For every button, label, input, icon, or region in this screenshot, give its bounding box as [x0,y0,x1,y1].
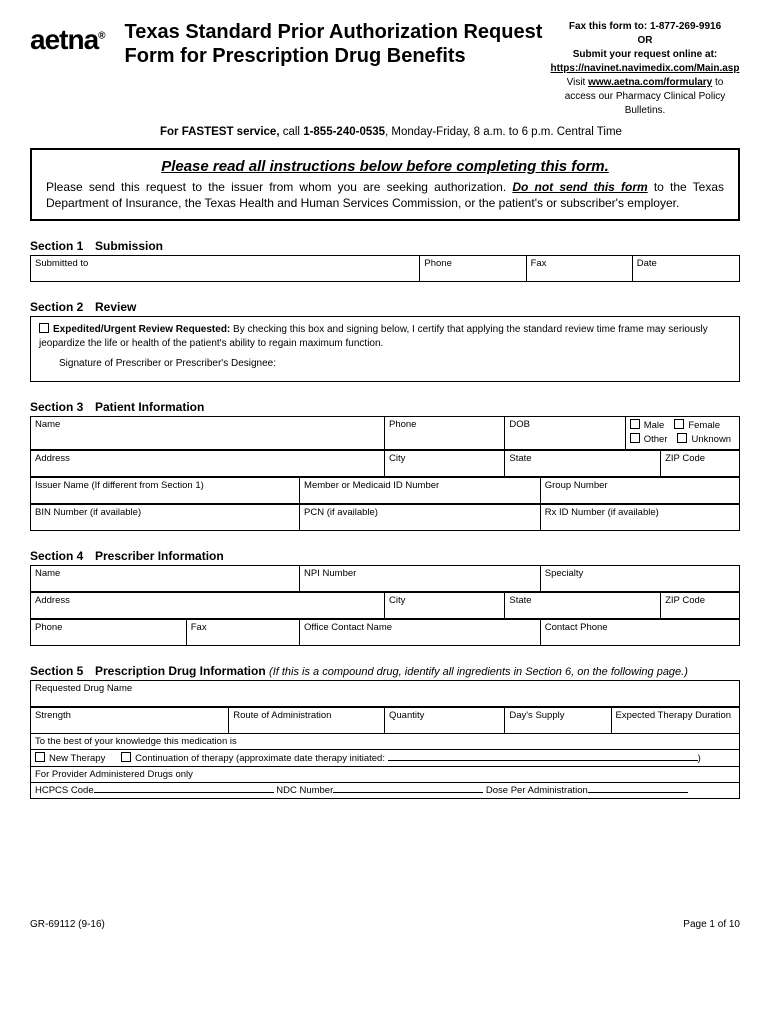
section3-row3: Issuer Name (If different from Section 1… [30,478,740,505]
contact-info: Fax this form to: 1-877-269-9916 OR Subm… [550,20,740,118]
instruction-body: Please send this request to the issuer f… [46,179,724,211]
field-npi[interactable]: NPI Number [300,566,541,592]
field-prescriber-zip[interactable]: ZIP Code [661,593,739,619]
field-prescriber-address[interactable]: Address [31,593,385,619]
section3-header: Section 3Patient Information [30,400,740,417]
section5-row2: Strength Route of Administration Quantit… [30,708,740,734]
form-title: Texas Standard Prior Authorization Reque… [125,20,550,68]
dose-field[interactable] [588,792,688,793]
section5-extra: To the best of your knowledge this medic… [30,734,740,799]
therapy-date-field[interactable] [388,760,698,761]
section3-row4: BIN Number (if available) PCN (if availa… [30,505,740,531]
knowledge-label: To the best of your knowledge this medic… [31,734,739,750]
field-patient-address[interactable]: Address [31,451,385,477]
field-date[interactable]: Date [633,256,739,281]
chk-new-therapy[interactable] [35,752,45,762]
chk-male[interactable] [630,419,640,429]
section4-row1: Name NPI Number Specialty [30,566,740,593]
page-number: Page 1 of 10 [683,919,740,930]
instruction-box: Please read all instructions below befor… [30,148,740,221]
field-prescriber-state[interactable]: State [505,593,661,619]
therapy-options: New Therapy Continuation of therapy (app… [31,750,739,767]
instruction-headline: Please read all instructions below befor… [46,158,724,175]
section5-header: Section 5Prescription Drug Information (… [30,664,740,681]
ndc-field[interactable] [333,792,483,793]
section5-row1: Requested Drug Name [30,681,740,708]
field-patient-phone[interactable]: Phone [385,417,505,450]
field-issuer[interactable]: Issuer Name (If different from Section 1… [31,478,300,504]
section3-row2: Address City State ZIP Code [30,451,740,478]
submit-url[interactable]: https://navinet.navimedix.com/Main.asp [551,63,740,74]
field-gender: MaleFemale OtherUnknown [626,417,739,450]
field-patient-state[interactable]: State [505,451,661,477]
field-duration[interactable]: Expected Therapy Duration [612,708,739,733]
field-fax[interactable]: Fax [527,256,633,281]
logo: aetna® [30,24,105,56]
hcpcs-field[interactable] [94,792,274,793]
field-phone[interactable]: Phone [420,256,526,281]
service-line: For FASTEST service, call 1-855-240-0535… [160,126,740,138]
expedited-checkbox[interactable] [39,323,49,333]
section2-box: Expedited/Urgent Review Requested: By ch… [30,317,740,382]
provider-admin-label: For Provider Administered Drugs only [31,767,739,783]
section1-grid: Submitted to Phone Fax Date [30,256,740,282]
field-group[interactable]: Group Number [541,478,739,504]
field-contact-name[interactable]: Office Contact Name [300,620,541,645]
field-drug-name[interactable]: Requested Drug Name [31,681,739,707]
header: aetna® Texas Standard Prior Authorizatio… [30,20,740,118]
field-pcn[interactable]: PCN (if available) [300,505,541,530]
form-number: GR-69112 (9-16) [30,919,105,930]
chk-unknown[interactable] [677,433,687,443]
field-strength[interactable]: Strength [31,708,229,733]
section2-header: Section 2Review [30,300,740,317]
field-days-supply[interactable]: Day's Supply [505,708,611,733]
field-submitted-to[interactable]: Submitted to [31,256,420,281]
field-rxid[interactable]: Rx ID Number (if available) [541,505,739,530]
field-prescriber-name[interactable]: Name [31,566,300,592]
field-route[interactable]: Route of Administration [229,708,385,733]
field-prescriber-phone[interactable]: Phone [31,620,187,645]
field-patient-city[interactable]: City [385,451,505,477]
field-member-id[interactable]: Member or Medicaid ID Number [300,478,541,504]
formulary-url[interactable]: www.aetna.com/formulary [588,77,712,88]
field-patient-zip[interactable]: ZIP Code [661,451,739,477]
title-block: Texas Standard Prior Authorization Reque… [125,20,550,68]
section4-row3: Phone Fax Office Contact Name Contact Ph… [30,620,740,646]
field-bin[interactable]: BIN Number (if available) [31,505,300,530]
field-patient-dob[interactable]: DOB [505,417,625,450]
field-contact-phone[interactable]: Contact Phone [541,620,739,645]
field-patient-name[interactable]: Name [31,417,385,450]
section3-row1: Name Phone DOB MaleFemale OtherUnknown [30,417,740,451]
chk-female[interactable] [674,419,684,429]
chk-continuation[interactable] [121,752,131,762]
section1-header: Section 1Submission [30,239,740,256]
field-quantity[interactable]: Quantity [385,708,505,733]
section4-header: Section 4Prescriber Information [30,549,740,566]
field-specialty[interactable]: Specialty [541,566,739,592]
field-prescriber-city[interactable]: City [385,593,505,619]
codes-row: HCPCS Code NDC Number Dose Per Administr… [31,783,739,798]
signature-line[interactable]: Signature of Prescriber or Prescriber's … [59,357,731,371]
chk-other[interactable] [630,433,640,443]
footer: GR-69112 (9-16) Page 1 of 10 [30,919,740,930]
section4-row2: Address City State ZIP Code [30,593,740,620]
field-prescriber-fax[interactable]: Fax [187,620,300,645]
